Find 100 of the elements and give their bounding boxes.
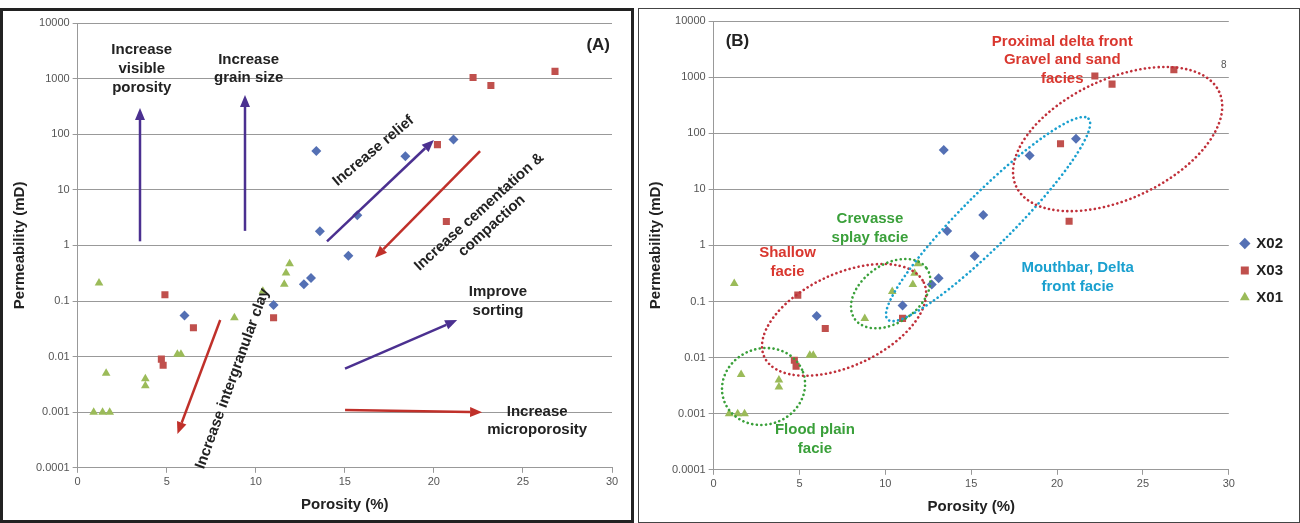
- text: (A): [586, 35, 610, 55]
- point: [141, 380, 150, 389]
- point: [729, 278, 739, 286]
- point: [285, 258, 294, 267]
- point: [298, 279, 309, 290]
- y-tick-label: 10: [57, 182, 70, 195]
- x-tick-label: 30: [1222, 477, 1235, 490]
- annotation: Increase microporosity: [487, 401, 588, 438]
- x-axis-title: Porosity (%): [301, 495, 389, 513]
- x-tick-label: 20: [1050, 477, 1064, 490]
- point: [89, 407, 99, 415]
- legend-label: X01: [1256, 287, 1284, 305]
- annotation: Mouthbar, Delta front facie: [1021, 258, 1135, 294]
- point: [1091, 72, 1099, 80]
- legend-label: X03: [1256, 260, 1284, 278]
- point: [938, 145, 949, 156]
- point: [433, 141, 441, 149]
- point: [159, 361, 167, 369]
- y-tick-label: 1000: [681, 70, 706, 83]
- x-tick-label: 10: [249, 475, 262, 488]
- annotation: Improve sorting: [468, 281, 528, 318]
- point: [487, 82, 495, 90]
- y-tick-label: 1: [63, 238, 70, 251]
- annotation: Proximal delta front Gravel and sand facies: [991, 31, 1133, 87]
- point: [141, 373, 150, 382]
- point: [189, 324, 197, 332]
- x-tick-label: 15: [338, 475, 351, 488]
- point: [279, 279, 289, 287]
- y-tick-label: 0.01: [684, 350, 706, 363]
- x-tick-label: 20: [427, 475, 441, 488]
- y-tick-label: 0.1: [54, 294, 70, 307]
- point: [978, 209, 989, 220]
- point: [1065, 217, 1073, 225]
- y-tick-label: 0.0001: [671, 462, 706, 475]
- y-tick-label: 10000: [39, 16, 70, 29]
- point: [314, 226, 325, 237]
- point: [98, 407, 107, 415]
- point: [101, 368, 111, 376]
- x-tick-label: 15: [965, 477, 978, 490]
- annotation: Shallow facie: [759, 243, 817, 279]
- x-tick-label: 25: [516, 475, 530, 488]
- point: [933, 273, 944, 284]
- x-tick-label: 0: [710, 477, 717, 490]
- y-tick-label: 0.1: [690, 294, 706, 307]
- point: [1108, 80, 1116, 88]
- y-tick-label: 0.01: [48, 349, 70, 362]
- y-axis-title: Permeability (mD): [646, 181, 664, 310]
- point: [105, 407, 115, 415]
- point: [969, 250, 980, 261]
- point: [733, 408, 743, 417]
- y-tick-label: 0.001: [42, 405, 70, 418]
- point: [281, 267, 291, 276]
- point: [1024, 150, 1035, 161]
- point: [821, 324, 829, 333]
- y-tick-label: 0.0001: [35, 460, 70, 473]
- point: [442, 217, 450, 225]
- x-tick-label: 0: [74, 475, 81, 488]
- point: [1070, 133, 1081, 144]
- point: [1056, 140, 1065, 148]
- point: [551, 67, 559, 75]
- x-tick-label: 5: [796, 477, 803, 490]
- point: [774, 374, 784, 383]
- point: [811, 311, 822, 322]
- y-tick-label: 100: [51, 127, 70, 140]
- point: [469, 73, 477, 81]
- point: [311, 145, 322, 156]
- point: [305, 272, 316, 283]
- point: [740, 408, 749, 417]
- point: [736, 369, 746, 377]
- point: [908, 279, 918, 288]
- y-axis-title: Permeability (mD): [10, 181, 28, 310]
- point: [942, 226, 953, 237]
- y-tick-label: 1: [699, 238, 706, 251]
- y-tick-label: 100: [687, 126, 706, 139]
- y-tick-label: 10: [693, 182, 706, 195]
- point: [448, 134, 459, 145]
- annotation: Crevasse splay facie: [831, 209, 909, 246]
- point: [774, 381, 784, 390]
- point: [400, 151, 411, 162]
- point: [343, 250, 354, 261]
- text: (B): [725, 31, 750, 51]
- point: [270, 314, 278, 322]
- point: [179, 310, 190, 321]
- x-tick-label: 5: [163, 475, 170, 488]
- point: [161, 291, 169, 299]
- x-tick-label: 25: [1136, 477, 1150, 490]
- y-tick-label: 1000: [45, 71, 70, 84]
- x-tick-label: 30: [605, 475, 619, 488]
- y-tick-label: 10000: [675, 14, 706, 27]
- annotation: 8: [1220, 59, 1227, 71]
- point: [176, 349, 186, 357]
- x-tick-label: 10: [879, 477, 892, 490]
- legend-label: X02: [1256, 233, 1284, 251]
- annotation: Flood plain facie: [774, 420, 855, 456]
- annotation: Increase visible porosity: [111, 40, 173, 95]
- y-tick-label: 0.001: [678, 406, 706, 419]
- point: [792, 362, 800, 370]
- x-axis-title: Porosity (%): [927, 497, 1015, 515]
- point: [897, 300, 908, 311]
- point: [94, 278, 104, 286]
